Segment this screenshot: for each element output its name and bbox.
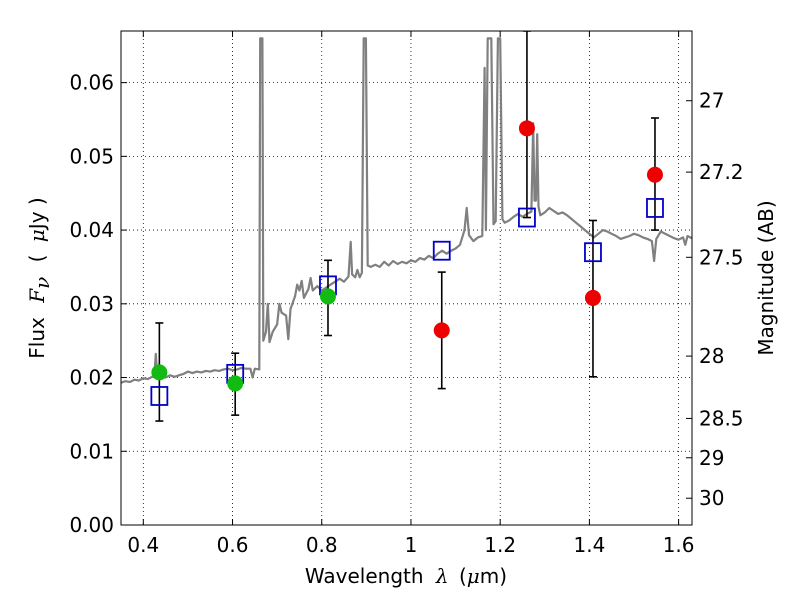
x-axis-label: Wavelength λ (μm) [305,564,507,588]
y-tick-label: 0.03 [69,292,114,316]
magnitude-tick-label: 29 [699,446,724,470]
x-tick-label: 0.6 [217,533,249,557]
x-tick-label: 0.8 [306,533,338,557]
spectrum-line [121,37,692,384]
x-axis-label-symbol: λ [435,564,449,588]
model-point [518,207,536,228]
y-tick-label: 0.00 [69,513,114,537]
y-axis-ticks: 0.00 0.01 0.02 0.03 0.04 0.05 0.06 [69,71,127,537]
y-axis-label-unit-mu: μ [25,229,49,242]
observed-point-layer [151,120,663,392]
y-tick-label: 0.01 [69,439,114,463]
magnitude-tick-label: 27.2 [699,160,744,184]
y-axis-label-symbol: F [25,288,49,304]
x-tick-label: 1.2 [484,533,516,557]
y-tick-label: 0.02 [69,366,114,390]
magnitude-tick-label: 30 [699,486,724,510]
observed-point-green [319,288,336,305]
y-tick-label: 0.06 [69,71,114,95]
x-tick-label: 1.6 [663,533,695,557]
spectrum-layer [121,37,692,384]
x-tick-label: 1.4 [573,533,605,557]
y-tick-label: 0.05 [69,144,114,168]
observed-point-green [227,375,244,392]
y-axis-label-subscript: ν [30,277,54,289]
observed-point-red [518,120,535,137]
observed-point-green [151,364,168,381]
y-axis-label-unit-open: ( [25,255,49,263]
x-tick-label: 0.4 [127,533,159,557]
model-point [432,240,451,261]
y-axis-label-unit-rest: Jy ) [25,197,49,231]
magnitude-axis-ticks: 27 27.2 27.5 28 28.5 29 30 [686,89,744,510]
y-axis-label: Flux Fν ( μJy ) [25,197,54,358]
x-axis-label-unit-rest: m) [480,564,507,588]
observed-point-red [433,322,450,339]
x-axis-ticks: 0.4 0.6 0.8 1 1.2 1.4 1.6 [127,31,695,557]
magnitude-tick-label: 28 [699,344,724,368]
x-axis-label-unit-open: ( [459,564,467,588]
model-point [584,242,602,263]
observed-point-red [646,166,663,183]
x-tick-label: 1 [405,533,418,557]
magnitude-tick-label: 27.5 [699,245,744,269]
magnitude-tick-label: 27 [699,89,724,113]
magnitude-tick-label: 28.5 [699,406,744,430]
magnitude-axis-label: Magnitude (AB) [754,200,778,355]
model-point [150,386,169,406]
x-axis-label-main: Wavelength [305,564,424,588]
model-point [646,198,664,218]
x-axis-label-unit-mu: μ [467,564,480,588]
model-point-layer [150,198,664,406]
plot-frame [120,30,693,526]
y-axis-label-main: Flux [25,317,49,359]
observed-point-red [584,289,601,306]
y-tick-label: 0.04 [69,218,114,242]
